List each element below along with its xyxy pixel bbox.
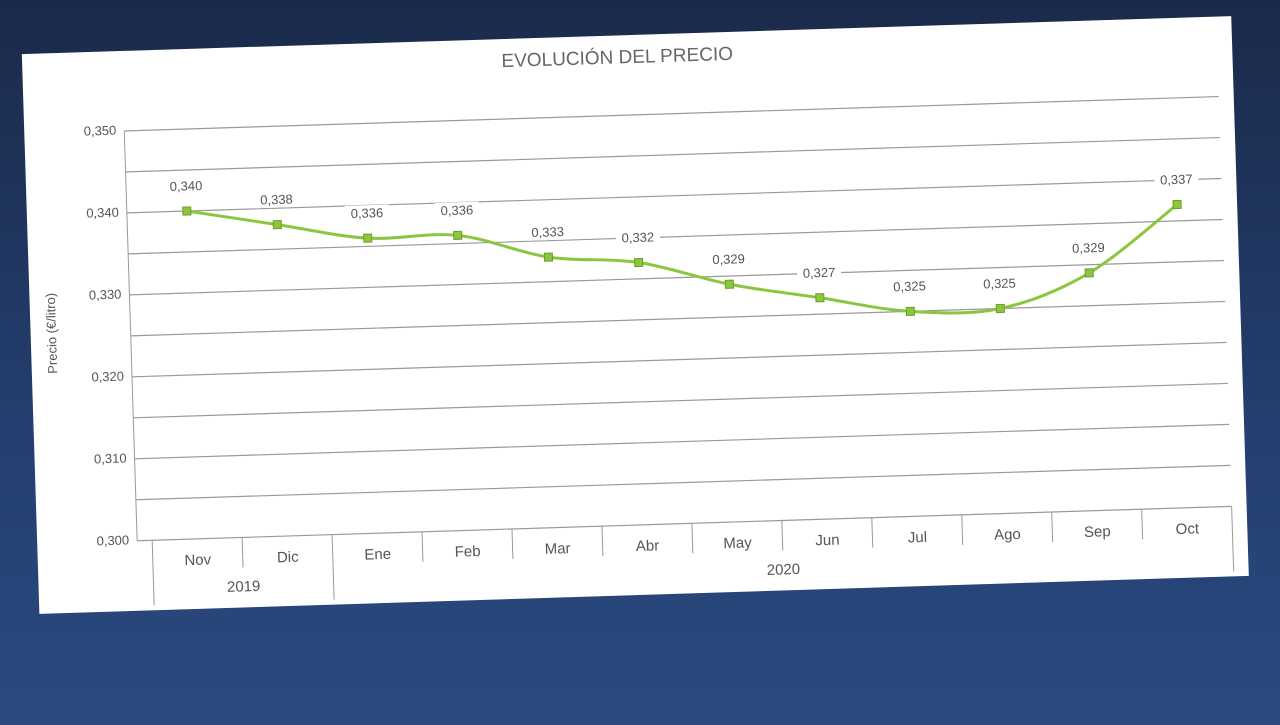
- x-tick: [691, 523, 694, 554]
- grid-line: [124, 95, 1219, 132]
- data-label-bg: [706, 250, 751, 268]
- data-label-bg: [887, 277, 932, 296]
- grid-line: [134, 423, 1230, 460]
- x-axis-separator: [151, 540, 155, 606]
- grid-line: [137, 505, 1232, 542]
- point: [1172, 199, 1182, 210]
- point: [453, 230, 463, 240]
- data-label-bg: [254, 190, 299, 209]
- minor-grid-line: [125, 136, 1221, 173]
- group-label: 2020: [766, 561, 800, 579]
- point: [995, 303, 1005, 314]
- group-separator: [1232, 536, 1235, 572]
- data-label-bg: [344, 204, 390, 222]
- x-tick: [331, 534, 334, 565]
- point: [815, 293, 825, 303]
- y-tick-label: 0,300: [96, 532, 129, 548]
- y-tick-label: 0,320: [91, 369, 124, 385]
- x-tick: [511, 528, 514, 559]
- data-label-bg: [163, 177, 209, 195]
- data-label-bg: [796, 264, 842, 282]
- y-tick-label: 0,340: [86, 205, 119, 221]
- x-tick-label: Ene: [364, 546, 391, 564]
- data-label: 0,325: [983, 275, 1016, 291]
- group-separator: [332, 564, 335, 600]
- x-tick: [961, 514, 964, 545]
- data-label-bg: [525, 223, 570, 241]
- data-label: 0,338: [260, 192, 293, 208]
- x-tick: [781, 520, 784, 551]
- x-tick-label: Jul: [908, 529, 928, 547]
- data-label: 0,325: [893, 278, 926, 294]
- point: [272, 219, 282, 230]
- minor-grid-line: [133, 382, 1228, 419]
- data-label-bg: [615, 228, 661, 247]
- point: [1084, 268, 1094, 278]
- grid-line: [131, 341, 1227, 378]
- data-label: 0,329: [1072, 240, 1105, 256]
- x-tick-label: Mar: [544, 540, 570, 558]
- minor-grid-line: [128, 218, 1223, 255]
- data-label: 0,329: [712, 251, 745, 267]
- x-tick: [421, 531, 424, 562]
- y-tick-label: 0,330: [89, 287, 122, 303]
- data-label: 0,336: [350, 205, 383, 221]
- point: [543, 252, 554, 262]
- data-label-bg: [434, 201, 480, 220]
- y-tick-label: 0,310: [94, 450, 127, 466]
- x-tick-label: Abr: [636, 537, 660, 555]
- x-tick: [1141, 509, 1144, 540]
- point: [905, 306, 915, 316]
- point: [634, 257, 644, 268]
- chart-card: EVOLUCIÓN DEL PRECIO Precio (€/litro) 0,…: [21, 16, 1249, 614]
- data-label-bg: [1154, 170, 1199, 189]
- data-label: 0,332: [621, 229, 654, 245]
- data-label: 0,336: [440, 202, 473, 218]
- point: [363, 233, 373, 243]
- line: [186, 203, 1179, 315]
- y-axis: [123, 130, 138, 541]
- data-label: 0,327: [803, 265, 836, 281]
- grid-line: [129, 259, 1224, 296]
- x-tick-label: Feb: [454, 543, 480, 561]
- data-label-bg: [977, 274, 1022, 293]
- data-label: 0,333: [531, 224, 564, 240]
- group-label: 2019: [227, 578, 261, 596]
- minor-grid-line: [130, 300, 1226, 337]
- x-tick-label: May: [723, 534, 752, 552]
- x-tick-label: Ago: [994, 526, 1021, 544]
- minor-grid-line: [135, 464, 1231, 501]
- point: [182, 206, 192, 216]
- x-tick: [601, 526, 604, 557]
- card-background: [21, 16, 1249, 614]
- x-tick: [871, 517, 874, 548]
- x-tick: [241, 537, 244, 568]
- x-tick-label: Sep: [1084, 523, 1111, 541]
- x-tick-label: Dic: [277, 549, 300, 567]
- point: [724, 279, 735, 289]
- x-tick: [1231, 506, 1234, 537]
- data-label: 0,340: [170, 178, 203, 194]
- data-label: 0,337: [1160, 171, 1193, 187]
- x-tick-label: Nov: [184, 551, 212, 569]
- x-tick-label: Oct: [1175, 520, 1200, 538]
- data-label-bg: [1066, 239, 1111, 257]
- grid-line: [126, 177, 1222, 214]
- x-tick: [1051, 511, 1054, 543]
- y-tick-label: 0,350: [83, 123, 116, 139]
- x-tick-label: Jun: [815, 532, 840, 550]
- y-axis-label: Precio (€/litro): [43, 293, 61, 374]
